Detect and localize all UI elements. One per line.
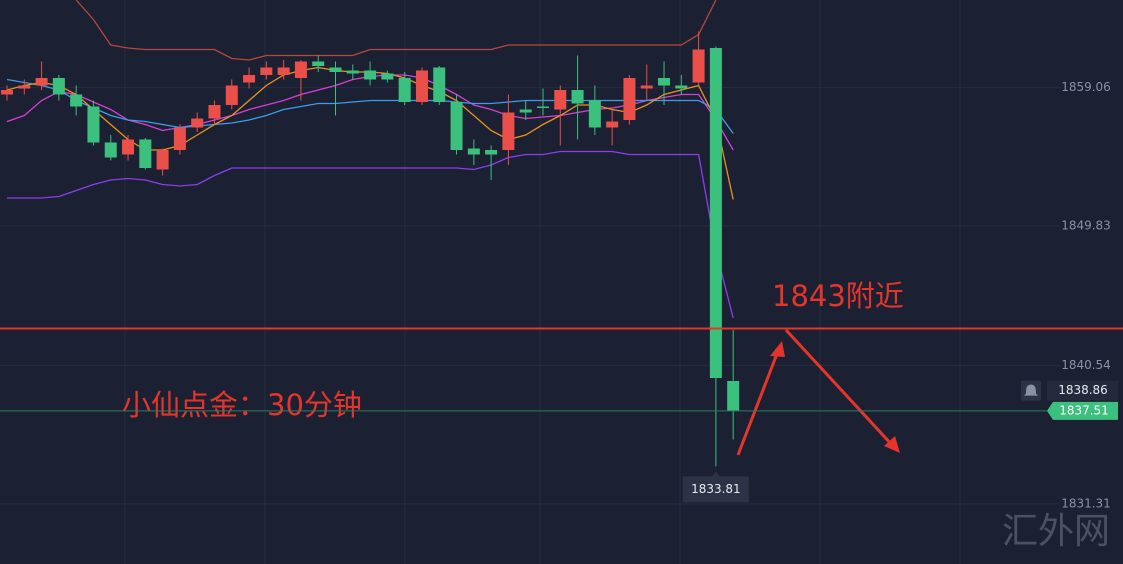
candle-body (450, 102, 463, 150)
candle-body (364, 70, 377, 80)
candle-body (502, 112, 515, 150)
candle-body (52, 78, 65, 95)
candle-body (18, 85, 31, 89)
arrow-head (770, 341, 785, 357)
candle-body (87, 106, 100, 143)
last-price-tag (1047, 401, 1118, 420)
candle-body (485, 150, 498, 155)
indicator-line (7, 150, 734, 319)
arrow-head (884, 436, 900, 453)
candle-body (536, 106, 549, 108)
candle-body (329, 67, 342, 72)
alert-tag (1047, 380, 1118, 401)
candle-body (139, 139, 152, 168)
candle-body (727, 381, 740, 411)
candle-body (554, 90, 567, 110)
candle-body (260, 67, 273, 75)
candle-body (208, 105, 221, 119)
candle-body (709, 48, 722, 378)
candle-body (191, 118, 204, 128)
arrow-down (784, 328, 895, 448)
low-tag (682, 471, 749, 503)
annotation: 小仙点金：30分钟 (122, 388, 362, 422)
candle-body (433, 67, 446, 102)
overlay: 1843附近 小仙点金：30分钟 汇外网 1837.51 1838.86 1833.… (0, 279, 1123, 552)
candle-body (675, 85, 688, 89)
candle-body (692, 49, 705, 83)
candle-body (225, 85, 238, 105)
last-price-label: 1837.51 (1059, 403, 1109, 417)
candle-body (312, 61, 325, 66)
y-tick-label: 1840.54 (1061, 358, 1111, 372)
candle-body (467, 148, 480, 155)
candle-body (70, 94, 83, 107)
low-label: 1833.81 (691, 482, 741, 496)
candles (1, 31, 740, 467)
candle-body (415, 70, 428, 102)
y-tick-label: 1849.83 (1061, 219, 1111, 233)
candle-body (294, 61, 307, 78)
candle-body (519, 109, 532, 113)
candle-body (571, 90, 584, 104)
candle-body (606, 121, 619, 128)
annotation: 1843附近 (772, 279, 904, 313)
candle-body (122, 139, 135, 155)
candle-body (658, 78, 671, 86)
candle-body (277, 67, 290, 75)
indicator-line (75, 0, 717, 61)
candle-body (156, 150, 169, 170)
candle-body (398, 78, 411, 102)
candle-body (173, 127, 186, 150)
candle-body (623, 78, 636, 120)
y-tick-label: 1859.06 (1061, 80, 1111, 94)
candle-body (35, 78, 48, 86)
indicator-line (6, 78, 734, 134)
candle-body (346, 70, 359, 74)
arrow-up (736, 345, 782, 456)
candle-body (381, 73, 394, 80)
candle-body (588, 100, 601, 128)
watermark: 汇外网 (1002, 511, 1110, 552)
candle-body (1, 90, 13, 95)
alert-icon (1024, 384, 1038, 396)
alert-price-label: 1838.86 (1058, 383, 1108, 397)
candle-body (104, 142, 117, 158)
candle-body (640, 85, 653, 89)
y-tick-label: 1831.31 (1061, 496, 1111, 510)
candle-body (243, 75, 256, 83)
